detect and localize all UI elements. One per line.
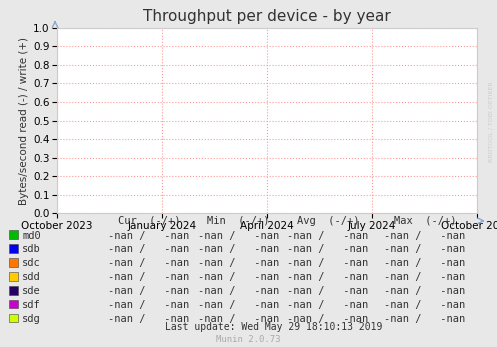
Text: -nan /   -nan: -nan / -nan xyxy=(108,286,190,296)
Text: -nan /   -nan: -nan / -nan xyxy=(287,272,369,282)
Text: -nan /   -nan: -nan / -nan xyxy=(108,300,190,310)
Text: Avg  (-/+): Avg (-/+) xyxy=(297,216,359,226)
Text: sdg: sdg xyxy=(22,314,41,324)
Text: Last update: Wed May 29 18:10:13 2019: Last update: Wed May 29 18:10:13 2019 xyxy=(165,322,382,332)
Text: sdc: sdc xyxy=(22,259,41,268)
Text: Cur  (-/+): Cur (-/+) xyxy=(118,216,180,226)
Text: -nan /   -nan: -nan / -nan xyxy=(108,245,190,254)
Text: -nan /   -nan: -nan / -nan xyxy=(198,245,279,254)
Text: -nan /   -nan: -nan / -nan xyxy=(287,286,369,296)
Text: md0: md0 xyxy=(22,231,41,240)
Text: Min  (-/+): Min (-/+) xyxy=(207,216,270,226)
Text: -nan /   -nan: -nan / -nan xyxy=(108,259,190,268)
Text: -nan /   -nan: -nan / -nan xyxy=(198,314,279,324)
Text: -nan /   -nan: -nan / -nan xyxy=(198,272,279,282)
Text: -nan /   -nan: -nan / -nan xyxy=(384,300,466,310)
Text: -nan /   -nan: -nan / -nan xyxy=(198,286,279,296)
Text: RRDTOOL / TOBI OETIKER: RRDTOOL / TOBI OETIKER xyxy=(489,81,494,162)
Text: -nan /   -nan: -nan / -nan xyxy=(287,314,369,324)
Text: -nan /   -nan: -nan / -nan xyxy=(384,245,466,254)
Text: -nan /   -nan: -nan / -nan xyxy=(108,314,190,324)
Text: -nan /   -nan: -nan / -nan xyxy=(198,259,279,268)
Text: -nan /   -nan: -nan / -nan xyxy=(384,231,466,240)
Text: sdd: sdd xyxy=(22,272,41,282)
Text: sdb: sdb xyxy=(22,245,41,254)
Text: -nan /   -nan: -nan / -nan xyxy=(287,300,369,310)
Text: Munin 2.0.73: Munin 2.0.73 xyxy=(216,336,281,345)
Text: Max  (-/+): Max (-/+) xyxy=(394,216,456,226)
Text: -nan /   -nan: -nan / -nan xyxy=(108,272,190,282)
Text: -nan /   -nan: -nan / -nan xyxy=(384,286,466,296)
Text: -nan /   -nan: -nan / -nan xyxy=(384,314,466,324)
Text: -nan /   -nan: -nan / -nan xyxy=(198,300,279,310)
Text: -nan /   -nan: -nan / -nan xyxy=(384,272,466,282)
Text: -nan /   -nan: -nan / -nan xyxy=(198,231,279,240)
Title: Throughput per device - by year: Throughput per device - by year xyxy=(143,9,391,24)
Text: -nan /   -nan: -nan / -nan xyxy=(108,231,190,240)
Text: -nan /   -nan: -nan / -nan xyxy=(287,245,369,254)
Text: -nan /   -nan: -nan / -nan xyxy=(287,259,369,268)
Text: sdf: sdf xyxy=(22,300,41,310)
Y-axis label: Bytes/second read (-) / write (+): Bytes/second read (-) / write (+) xyxy=(19,36,29,205)
Text: -nan /   -nan: -nan / -nan xyxy=(384,259,466,268)
Text: -nan /   -nan: -nan / -nan xyxy=(287,231,369,240)
Text: sde: sde xyxy=(22,286,41,296)
